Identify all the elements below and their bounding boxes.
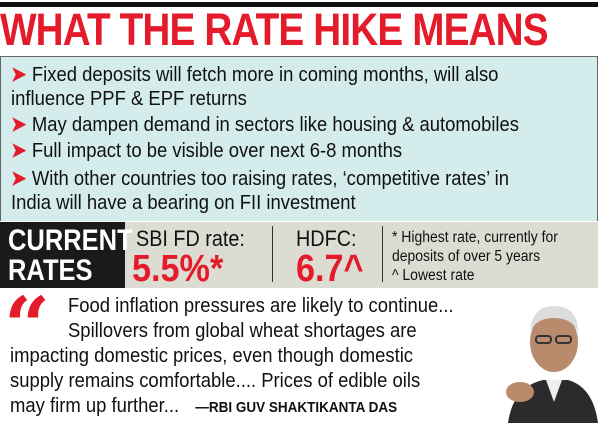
headline: WHAT THE RATE HIKE MEANS [0, 4, 549, 55]
bullet-item: ➤ Full impact to be visible over next 6-8… [11, 139, 403, 162]
current-rates-panel: CURRENT RATES SBI FD rate: 5.5%* HDFC: 6.… [0, 222, 598, 290]
rate-footnotes: * Highest rate, currently for deposits of… [392, 229, 558, 284]
bullet-list: ➤ Fixed deposits will fetch more in comin… [0, 56, 598, 221]
arrow-icon: ➤ [11, 113, 27, 136]
quote-line: impacting domestic prices, even though d… [10, 344, 414, 367]
sbi-label: SBI FD rate: [136, 226, 245, 251]
quote-attribution: —RBI GUV SHAKTIKANTA DAS [195, 399, 398, 416]
top-rule [0, 2, 598, 7]
quote-line: Spillovers from global wheat shortages a… [68, 319, 417, 342]
divider [382, 226, 383, 282]
current-rates-heading: CURRENT RATES [0, 222, 133, 288]
quote-line: supply remains comfortable.... Prices of… [10, 369, 421, 392]
divider [272, 226, 273, 282]
arrow-icon: ➤ [11, 167, 27, 190]
hdfc-value: 6.7^ [296, 248, 364, 290]
quote-line: Food inflation pressures are likely to c… [68, 294, 454, 317]
bullet-item: ➤ Fixed deposits will fetch more in comin… [11, 63, 499, 110]
quote-line: may firm up further... —RBI GUV SHAKTIKAN… [10, 394, 398, 417]
sbi-value: 5.5%* [132, 248, 224, 290]
quote-mark-icon: “ [4, 279, 51, 373]
bullet-item: ➤ With other countries too raising rates,… [11, 167, 510, 214]
arrow-icon: ➤ [11, 63, 27, 86]
governor-photo [506, 306, 598, 423]
hdfc-label: HDFC: [296, 226, 357, 251]
arrow-icon: ➤ [11, 139, 27, 162]
bullet-item: ➤ May dampen demand in sectors like housi… [11, 113, 520, 136]
quote-block: “ Food inflation pressures are likely to… [0, 286, 598, 423]
